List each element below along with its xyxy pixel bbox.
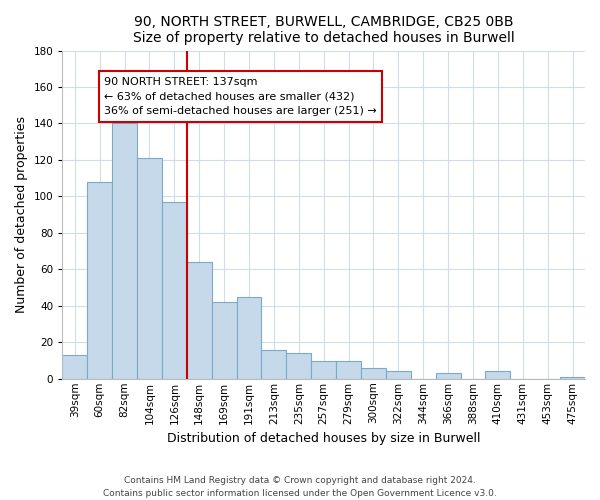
- Text: Contains HM Land Registry data © Crown copyright and database right 2024.
Contai: Contains HM Land Registry data © Crown c…: [103, 476, 497, 498]
- Bar: [87, 182, 112, 379]
- Bar: [137, 158, 162, 379]
- Title: 90, NORTH STREET, BURWELL, CAMBRIDGE, CB25 0BB
Size of property relative to deta: 90, NORTH STREET, BURWELL, CAMBRIDGE, CB…: [133, 15, 515, 45]
- Y-axis label: Number of detached properties: Number of detached properties: [15, 116, 28, 313]
- X-axis label: Distribution of detached houses by size in Burwell: Distribution of detached houses by size …: [167, 432, 481, 445]
- Bar: [236, 296, 262, 379]
- Bar: [212, 302, 236, 379]
- Bar: [361, 368, 386, 379]
- Bar: [62, 355, 87, 379]
- Bar: [286, 353, 311, 379]
- Bar: [386, 372, 411, 379]
- Bar: [262, 350, 286, 379]
- Bar: [336, 360, 361, 379]
- Bar: [436, 374, 461, 379]
- Bar: [485, 372, 511, 379]
- Bar: [311, 360, 336, 379]
- Bar: [187, 262, 212, 379]
- Bar: [560, 377, 585, 379]
- Bar: [112, 124, 137, 379]
- Text: 90 NORTH STREET: 137sqm
← 63% of detached houses are smaller (432)
36% of semi-d: 90 NORTH STREET: 137sqm ← 63% of detache…: [104, 77, 377, 116]
- Bar: [162, 202, 187, 379]
